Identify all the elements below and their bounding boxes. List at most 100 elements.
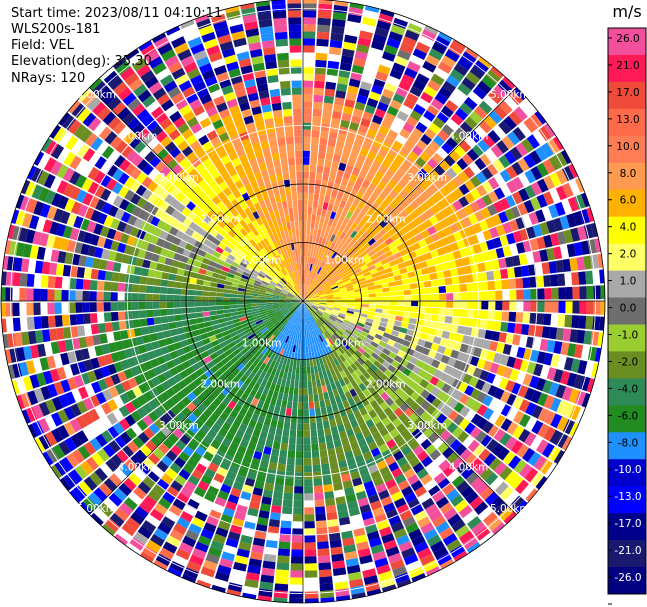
velocity-gate bbox=[303, 143, 311, 151]
velocity-gate bbox=[352, 264, 361, 272]
velocity-gate bbox=[507, 322, 516, 334]
velocity-gate bbox=[313, 282, 319, 289]
velocity-gate bbox=[453, 145, 466, 158]
velocity-gate bbox=[421, 229, 431, 239]
velocity-gate bbox=[319, 277, 325, 284]
velocity-gate bbox=[574, 344, 584, 359]
velocity-gate bbox=[342, 217, 350, 226]
velocity-gate bbox=[559, 215, 570, 230]
velocity-gate bbox=[356, 258, 365, 265]
velocity-gate bbox=[532, 250, 542, 263]
velocity-gate bbox=[443, 269, 452, 278]
velocity-gate bbox=[576, 329, 586, 344]
velocity-gate bbox=[477, 80, 492, 95]
velocity-gate bbox=[314, 283, 320, 289]
velocity-gate bbox=[474, 291, 482, 300]
velocity-gate bbox=[376, 237, 385, 246]
velocity-gate bbox=[305, 277, 308, 285]
velocity-gate bbox=[381, 51, 396, 62]
velocity-gate bbox=[340, 155, 349, 165]
velocity-gate bbox=[546, 247, 556, 261]
velocity-gate bbox=[483, 115, 498, 129]
velocity-gate bbox=[303, 291, 305, 299]
velocity-gate bbox=[321, 270, 327, 277]
velocity-gate bbox=[390, 246, 400, 255]
velocity-gate bbox=[303, 129, 311, 137]
velocity-gate bbox=[553, 340, 563, 354]
velocity-gate bbox=[329, 226, 336, 235]
velocity-gate bbox=[335, 90, 347, 99]
velocity-gate bbox=[362, 222, 371, 231]
velocity-gate bbox=[347, 303, 355, 307]
velocity-gate bbox=[392, 269, 401, 277]
velocity-gate bbox=[470, 327, 480, 337]
velocity-gate bbox=[456, 158, 469, 171]
velocity-gate bbox=[375, 292, 384, 297]
velocity-gate bbox=[504, 208, 515, 221]
velocity-gate bbox=[305, 295, 312, 300]
velocity-gate bbox=[530, 301, 538, 312]
velocity-gate bbox=[403, 184, 414, 195]
velocity-gate bbox=[323, 102, 333, 111]
velocity-gate bbox=[413, 103, 426, 116]
velocity-gate bbox=[487, 310, 496, 320]
velocity-gate bbox=[312, 303, 320, 306]
velocity-gate bbox=[353, 233, 361, 242]
velocity-gate bbox=[318, 237, 324, 245]
velocity-gate bbox=[557, 314, 566, 327]
velocity-gate bbox=[333, 293, 341, 296]
velocity-gate bbox=[375, 131, 387, 142]
velocity-gate bbox=[318, 268, 324, 275]
velocity-gate bbox=[434, 35, 451, 49]
velocity-gate bbox=[579, 286, 587, 300]
velocity-gate bbox=[472, 318, 481, 328]
velocity-gate bbox=[512, 334, 521, 346]
velocity-gate bbox=[340, 296, 348, 299]
velocity-gate bbox=[367, 285, 376, 291]
velocity-gate bbox=[502, 76, 516, 90]
velocity-gate bbox=[327, 277, 334, 283]
velocity-gate bbox=[376, 301, 384, 305]
velocity-gate bbox=[423, 219, 433, 229]
velocity-gate bbox=[374, 284, 383, 290]
velocity-gate bbox=[453, 63, 469, 77]
velocity-gate bbox=[366, 216, 375, 226]
velocity-gate bbox=[368, 91, 381, 102]
velocity-gate bbox=[408, 210, 419, 221]
velocity-gate bbox=[515, 216, 526, 230]
velocity-gate bbox=[347, 13, 362, 24]
velocity-gate bbox=[445, 252, 455, 262]
velocity-gate bbox=[344, 186, 353, 196]
velocity-gate bbox=[316, 251, 322, 259]
velocity-gate bbox=[455, 107, 469, 121]
velocity-gate bbox=[488, 290, 496, 300]
velocity-gate bbox=[447, 191, 458, 203]
velocity-gate bbox=[570, 227, 581, 242]
velocity-gate bbox=[367, 182, 377, 193]
velocity-gate bbox=[305, 299, 313, 301]
velocity-gate bbox=[303, 10, 317, 18]
velocity-gate bbox=[379, 274, 388, 280]
velocity-gate bbox=[478, 100, 493, 115]
velocity-gate bbox=[364, 234, 373, 243]
velocity-gate bbox=[309, 278, 313, 286]
velocity-gate bbox=[388, 281, 396, 287]
velocity-gate bbox=[347, 246, 355, 254]
velocity-gate bbox=[585, 270, 594, 285]
velocity-gate bbox=[464, 179, 476, 192]
velocity-gate bbox=[358, 87, 370, 98]
velocity-gate bbox=[356, 236, 365, 244]
velocity-gate bbox=[313, 273, 319, 281]
velocity-gate bbox=[536, 275, 545, 288]
velocity-gate bbox=[384, 250, 393, 258]
velocity-gate bbox=[368, 167, 378, 177]
velocity-gate bbox=[528, 113, 543, 129]
velocity-gate bbox=[480, 310, 489, 320]
velocity-gate bbox=[324, 88, 336, 97]
velocity-gate bbox=[332, 153, 341, 163]
velocity-gate bbox=[372, 233, 382, 242]
velocity-gate bbox=[303, 220, 307, 228]
velocity-gate bbox=[343, 105, 354, 115]
velocity-gate bbox=[548, 261, 558, 274]
